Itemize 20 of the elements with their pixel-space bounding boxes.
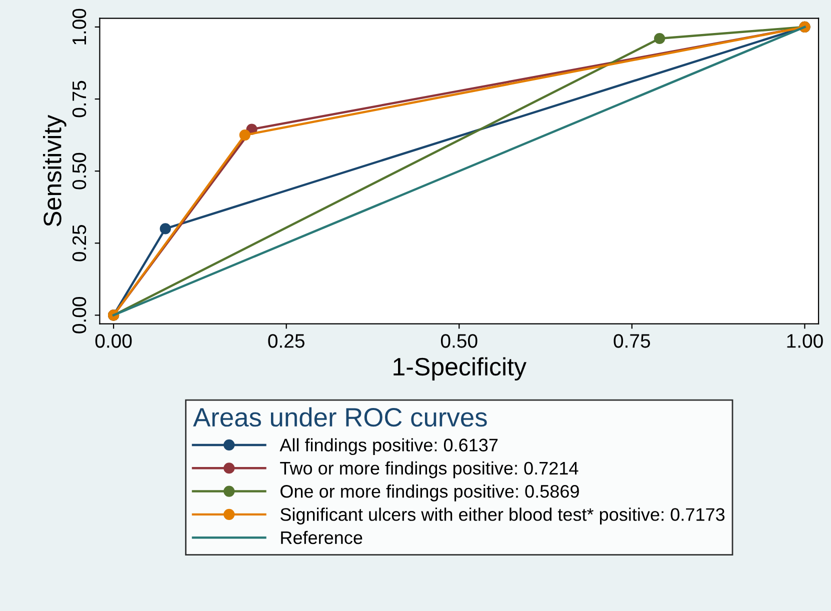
point [239, 130, 250, 141]
x-tick-label: 1.00 [787, 334, 823, 348]
y-tick-label: 0.25 [72, 225, 86, 262]
y-axis-title: Sensitivity [43, 114, 66, 226]
x-tick-label: 0.25 [268, 334, 304, 348]
y-tick-label: 1.00 [72, 8, 86, 44]
legend-label: Two or more findings positive: 0.7214 [280, 461, 578, 478]
x-tick-label: 0.00 [95, 334, 132, 348]
y-tick-label: 0.50 [72, 152, 86, 190]
point [654, 32, 666, 44]
y-tick-label: 0.75 [72, 80, 86, 118]
x-tick-label: 0.50 [440, 334, 478, 348]
x-axis-title: 1-Specificity [394, 357, 526, 381]
legend-label: All findings positive: 0.6137 [280, 438, 498, 456]
legend-title: Areas under ROC curves [193, 407, 487, 427]
legend-label: Significant ulcers with either blood test* positive: 0.7173 [280, 508, 724, 524]
point [160, 223, 171, 234]
legend-label: One or more findings positive: 0.5869 [280, 484, 579, 502]
legend-label: Reference [281, 530, 362, 544]
x-tick-label: 0.75 [614, 334, 650, 348]
